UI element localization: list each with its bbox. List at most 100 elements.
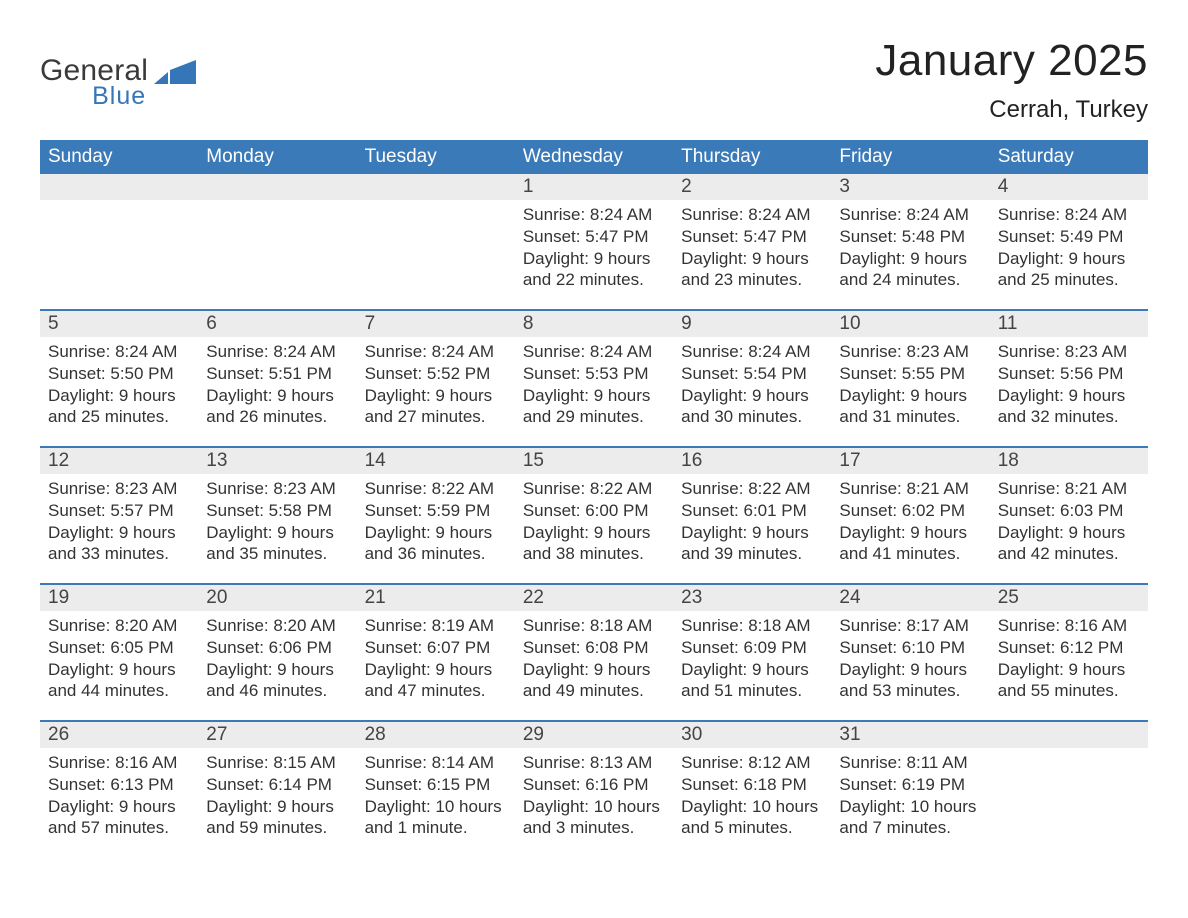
day-number: 2 — [673, 174, 831, 200]
day-number: 19 — [40, 585, 198, 611]
day-details: Sunrise: 8:18 AMSunset: 6:08 PMDaylight:… — [523, 611, 665, 702]
dow-saturday: Saturday — [990, 140, 1148, 174]
daylight-text: Daylight: 9 hours and 51 minutes. — [681, 659, 823, 703]
brand-word-2: Blue — [40, 84, 148, 109]
sunset-text: Sunset: 5:53 PM — [523, 363, 665, 385]
calendar-page: General Blue January 2025 Cerrah, Turkey… — [0, 0, 1188, 869]
sunset-text: Sunset: 6:03 PM — [998, 500, 1140, 522]
sunrise-text: Sunrise: 8:24 AM — [681, 204, 823, 226]
day-number: 12 — [40, 448, 198, 474]
day-number: 24 — [831, 585, 989, 611]
daylight-text: Daylight: 9 hours and 32 minutes. — [998, 385, 1140, 429]
day-details: Sunrise: 8:16 AMSunset: 6:13 PMDaylight:… — [48, 748, 190, 839]
sunset-text: Sunset: 5:47 PM — [523, 226, 665, 248]
day-number: 29 — [515, 722, 673, 748]
day-number: 14 — [357, 448, 515, 474]
calendar-day: 25Sunrise: 8:16 AMSunset: 6:12 PMDayligh… — [990, 585, 1148, 712]
sunrise-text: Sunrise: 8:24 AM — [998, 204, 1140, 226]
daylight-text: Daylight: 9 hours and 29 minutes. — [523, 385, 665, 429]
sunrise-text: Sunrise: 8:24 AM — [523, 204, 665, 226]
sunset-text: Sunset: 6:18 PM — [681, 774, 823, 796]
day-details: Sunrise: 8:21 AMSunset: 6:03 PMDaylight:… — [998, 474, 1140, 565]
dow-sunday: Sunday — [40, 140, 198, 174]
calendar-day: 28Sunrise: 8:14 AMSunset: 6:15 PMDayligh… — [357, 722, 515, 849]
calendar-day: 15Sunrise: 8:22 AMSunset: 6:00 PMDayligh… — [515, 448, 673, 575]
day-number — [990, 722, 1148, 748]
daylight-text: Daylight: 9 hours and 59 minutes. — [206, 796, 348, 840]
day-details: Sunrise: 8:14 AMSunset: 6:15 PMDaylight:… — [365, 748, 507, 839]
daylight-text: Daylight: 9 hours and 36 minutes. — [365, 522, 507, 566]
day-number — [198, 174, 356, 200]
sunrise-text: Sunrise: 8:24 AM — [681, 341, 823, 363]
calendar-day: 30Sunrise: 8:12 AMSunset: 6:18 PMDayligh… — [673, 722, 831, 849]
sunrise-text: Sunrise: 8:18 AM — [523, 615, 665, 637]
daylight-text: Daylight: 9 hours and 47 minutes. — [365, 659, 507, 703]
sunrise-text: Sunrise: 8:14 AM — [365, 752, 507, 774]
daylight-text: Daylight: 9 hours and 42 minutes. — [998, 522, 1140, 566]
flag-icon — [154, 60, 196, 89]
day-number: 25 — [990, 585, 1148, 611]
calendar-day: 6Sunrise: 8:24 AMSunset: 5:51 PMDaylight… — [198, 311, 356, 438]
sunrise-text: Sunrise: 8:23 AM — [206, 478, 348, 500]
calendar-day: 2Sunrise: 8:24 AMSunset: 5:47 PMDaylight… — [673, 174, 831, 301]
daylight-text: Daylight: 9 hours and 25 minutes. — [48, 385, 190, 429]
page-header: General Blue January 2025 Cerrah, Turkey — [40, 36, 1148, 124]
daylight-text: Daylight: 9 hours and 55 minutes. — [998, 659, 1140, 703]
day-number: 13 — [198, 448, 356, 474]
day-details: Sunrise: 8:24 AMSunset: 5:53 PMDaylight:… — [523, 337, 665, 428]
sunrise-text: Sunrise: 8:24 AM — [839, 204, 981, 226]
day-number: 1 — [515, 174, 673, 200]
sunset-text: Sunset: 6:08 PM — [523, 637, 665, 659]
daylight-text: Daylight: 9 hours and 26 minutes. — [206, 385, 348, 429]
day-details: Sunrise: 8:16 AMSunset: 6:12 PMDaylight:… — [998, 611, 1140, 702]
sunset-text: Sunset: 5:54 PM — [681, 363, 823, 385]
sunrise-text: Sunrise: 8:16 AM — [998, 615, 1140, 637]
calendar-day: 5Sunrise: 8:24 AMSunset: 5:50 PMDaylight… — [40, 311, 198, 438]
sunrise-text: Sunrise: 8:19 AM — [365, 615, 507, 637]
location-label: Cerrah, Turkey — [875, 96, 1148, 124]
sunset-text: Sunset: 6:02 PM — [839, 500, 981, 522]
sunset-text: Sunset: 5:55 PM — [839, 363, 981, 385]
sunrise-text: Sunrise: 8:22 AM — [365, 478, 507, 500]
day-of-week-header: Sunday Monday Tuesday Wednesday Thursday… — [40, 140, 1148, 174]
calendar-day: 14 Sunrise: 8:22 AMSunset: 5:59 PMDayligh… — [357, 448, 515, 575]
calendar-day: 7Sunrise: 8:24 AMSunset: 5:52 PMDaylight… — [357, 311, 515, 438]
daylight-text: Daylight: 9 hours and 31 minutes. — [839, 385, 981, 429]
daylight-text: Daylight: 10 hours and 1 minute. — [365, 796, 507, 840]
calendar-day: 22Sunrise: 8:18 AMSunset: 6:08 PMDayligh… — [515, 585, 673, 712]
calendar-day: 12Sunrise: 8:23 AMSunset: 5:57 PMDayligh… — [40, 448, 198, 575]
sunset-text: Sunset: 6:14 PM — [206, 774, 348, 796]
day-number: 20 — [198, 585, 356, 611]
calendar-day: 27Sunrise: 8:15 AMSunset: 6:14 PMDayligh… — [198, 722, 356, 849]
day-number: 5 — [40, 311, 198, 337]
daylight-text: Daylight: 9 hours and 46 minutes. — [206, 659, 348, 703]
daylight-text: Daylight: 9 hours and 24 minutes. — [839, 248, 981, 292]
day-number: 4 — [990, 174, 1148, 200]
sunset-text: Sunset: 5:58 PM — [206, 500, 348, 522]
calendar-day: 24Sunrise: 8:17 AMSunset: 6:10 PMDayligh… — [831, 585, 989, 712]
sunset-text: Sunset: 6:12 PM — [998, 637, 1140, 659]
day-number: 7 — [357, 311, 515, 337]
day-number: 26 — [40, 722, 198, 748]
day-number: 18 — [990, 448, 1148, 474]
day-details: Sunrise: 8:21 AMSunset: 6:02 PMDaylight:… — [839, 474, 981, 565]
sunset-text: Sunset: 5:56 PM — [998, 363, 1140, 385]
daylight-text: Daylight: 9 hours and 23 minutes. — [681, 248, 823, 292]
sunrise-text: Sunrise: 8:24 AM — [365, 341, 507, 363]
dow-monday: Monday — [198, 140, 356, 174]
calendar-day: 20Sunrise: 8:20 AMSunset: 6:06 PMDayligh… — [198, 585, 356, 712]
calendar-day: 17Sunrise: 8:21 AMSunset: 6:02 PMDayligh… — [831, 448, 989, 575]
calendar-day: 31Sunrise: 8:11 AMSunset: 6:19 PMDayligh… — [831, 722, 989, 849]
day-number: 6 — [198, 311, 356, 337]
sunset-text: Sunset: 5:52 PM — [365, 363, 507, 385]
sunrise-text: Sunrise: 8:24 AM — [48, 341, 190, 363]
calendar-day: 26Sunrise: 8:16 AMSunset: 6:13 PMDayligh… — [40, 722, 198, 849]
calendar-day: 4Sunrise: 8:24 AMSunset: 5:49 PMDaylight… — [990, 174, 1148, 301]
daylight-text: Daylight: 9 hours and 25 minutes. — [998, 248, 1140, 292]
calendar-day: 13Sunrise: 8:23 AMSunset: 5:58 PMDayligh… — [198, 448, 356, 575]
daylight-text: Daylight: 9 hours and 33 minutes. — [48, 522, 190, 566]
sunset-text: Sunset: 5:59 PM — [365, 500, 507, 522]
day-details: Sunrise: 8:24 AMSunset: 5:48 PMDaylight:… — [839, 200, 981, 291]
day-number: 30 — [673, 722, 831, 748]
sunrise-text: Sunrise: 8:21 AM — [839, 478, 981, 500]
